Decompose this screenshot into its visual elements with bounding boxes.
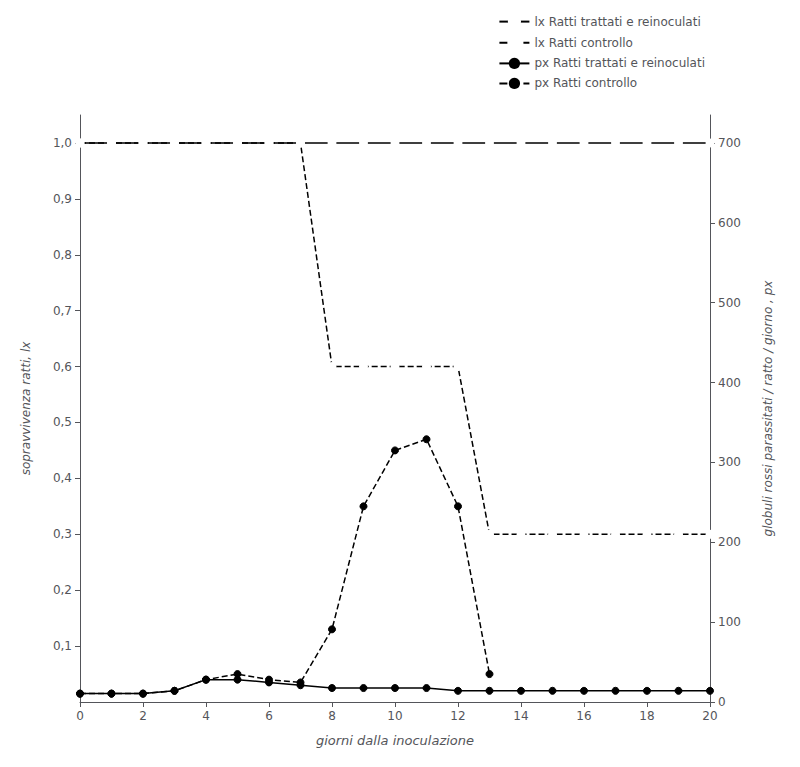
svg-text:16: 16 xyxy=(576,709,591,723)
svg-text:0,8: 0,8 xyxy=(53,248,72,262)
svg-text:giorni dalla inoculazione: giorni dalla inoculazione xyxy=(316,733,474,748)
svg-text:100: 100 xyxy=(718,615,741,629)
svg-text:0,2: 0,2 xyxy=(53,583,72,597)
svg-text:0,3: 0,3 xyxy=(53,527,72,541)
svg-text:400: 400 xyxy=(718,376,741,390)
svg-text:14: 14 xyxy=(513,709,528,723)
svg-text:300: 300 xyxy=(718,455,741,469)
svg-text:1,0: 1,0 xyxy=(53,136,72,150)
svg-text:18: 18 xyxy=(639,709,654,723)
svg-text:sopravvivenza ratti, lx: sopravvivenza ratti, lx xyxy=(19,341,33,476)
svg-text:12: 12 xyxy=(450,709,465,723)
svg-text:lx Ratti controllo: lx Ratti controllo xyxy=(534,36,633,50)
svg-text:4: 4 xyxy=(202,709,210,723)
svg-text:0,6: 0,6 xyxy=(53,360,72,374)
svg-text:0: 0 xyxy=(76,709,84,723)
svg-text:700: 700 xyxy=(718,136,741,150)
svg-text:10: 10 xyxy=(387,709,402,723)
svg-text:600: 600 xyxy=(718,216,741,230)
svg-text:0,4: 0,4 xyxy=(53,471,72,485)
svg-text:500: 500 xyxy=(718,296,741,310)
svg-text:px Ratti trattati e reinoculat: px Ratti trattati e reinoculati xyxy=(534,56,705,70)
svg-text:0,5: 0,5 xyxy=(53,415,72,429)
svg-text:0,1: 0,1 xyxy=(53,639,72,653)
svg-text:lx Ratti trattati e reinoculat: lx Ratti trattati e reinoculati xyxy=(534,15,700,29)
svg-text:0: 0 xyxy=(718,695,726,709)
svg-text:globuli rossi parassitati / ra: globuli rossi parassitati / ratto / gior… xyxy=(761,280,775,537)
svg-text:0,7: 0,7 xyxy=(53,304,72,318)
svg-text:20: 20 xyxy=(702,709,717,723)
svg-text:200: 200 xyxy=(718,535,741,549)
svg-text:0,9: 0,9 xyxy=(53,192,72,206)
svg-text:8: 8 xyxy=(328,709,336,723)
svg-text:px Ratti controllo: px Ratti controllo xyxy=(534,76,637,90)
svg-text:6: 6 xyxy=(265,709,273,723)
svg-text:2: 2 xyxy=(139,709,147,723)
